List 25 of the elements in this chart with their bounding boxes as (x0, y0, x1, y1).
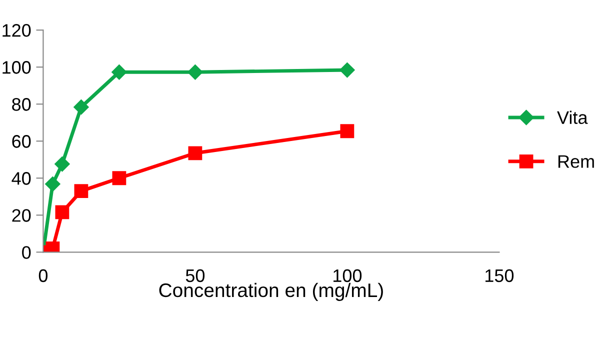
x-tick-label: 0 (38, 269, 48, 282)
y-tick-label: 60 (12, 135, 31, 148)
legend-label: Rem (558, 155, 594, 168)
x-axis-title: Concentration en (mg/mL) (159, 282, 383, 301)
legend-label: Vita (557, 110, 588, 124)
point (112, 64, 127, 80)
point (45, 176, 60, 192)
point (74, 99, 89, 115)
point (54, 156, 70, 172)
x-tick-label: 50 (186, 269, 205, 282)
point (188, 64, 203, 80)
x-tick-label: 150 (486, 269, 514, 282)
y-tick-label: 20 (12, 209, 31, 222)
y-tick-label: 100 (2, 61, 31, 74)
y-tick-label: 40 (12, 172, 31, 185)
y-tick-label: 0 (22, 246, 31, 259)
point (55, 205, 70, 220)
y-tick-label: 80 (12, 98, 31, 111)
y-tick-label: 120 (2, 24, 31, 37)
point (188, 146, 202, 160)
point (112, 171, 126, 186)
point (74, 184, 88, 198)
point (340, 124, 354, 138)
point (340, 62, 355, 78)
x-tick-label: 100 (334, 269, 362, 282)
